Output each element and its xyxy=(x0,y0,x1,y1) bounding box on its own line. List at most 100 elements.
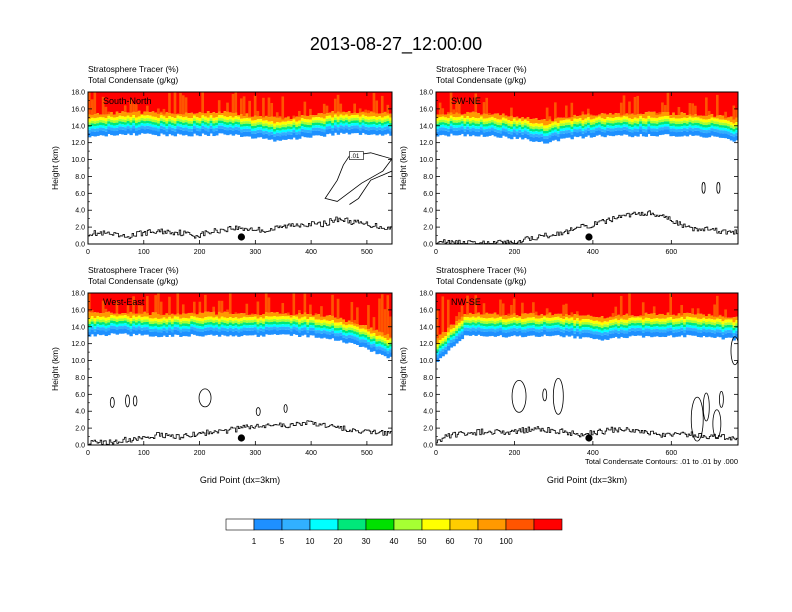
tracer-cell xyxy=(228,124,233,127)
tracer-cell xyxy=(234,126,238,130)
tracer-cell xyxy=(718,322,723,325)
tracer-cell xyxy=(501,332,506,338)
tracer-cell xyxy=(286,329,291,335)
tracer-cell xyxy=(289,328,294,332)
tracer-cell xyxy=(545,125,550,129)
x-tick-label: 0 xyxy=(434,450,438,457)
tracer-cell xyxy=(619,329,624,333)
tracer-cell xyxy=(694,122,698,126)
tracer-cell xyxy=(314,127,318,131)
tracer-cell xyxy=(644,331,648,336)
tracer-cell xyxy=(482,121,487,125)
tracer-cell xyxy=(275,112,279,118)
tracer-cell xyxy=(173,324,178,327)
tracer-cell xyxy=(217,118,222,121)
tracer-cell xyxy=(493,123,497,127)
tracer-cell xyxy=(345,92,349,113)
tracer-cell xyxy=(328,321,332,325)
tracer-cell xyxy=(331,325,335,329)
tracer-cell xyxy=(691,308,695,315)
tracer-cell xyxy=(281,129,285,133)
tracer-cell xyxy=(217,111,222,116)
tracer-cell xyxy=(137,121,142,125)
tracer-cell xyxy=(718,293,723,316)
tracer-cell xyxy=(88,129,92,133)
tracer-cell xyxy=(223,121,227,125)
tracer-cell xyxy=(449,329,454,333)
tracer-cell xyxy=(735,132,738,136)
tracer-cell xyxy=(474,128,478,132)
tracer-cell xyxy=(674,321,679,325)
tracer-cell xyxy=(165,121,169,124)
tracer-cell xyxy=(328,326,332,330)
tracer-cell xyxy=(455,125,459,128)
tracer-cell xyxy=(608,328,613,331)
y-tick-label: 4.0 xyxy=(75,409,85,416)
tracer-cell xyxy=(303,129,307,133)
tracer-cell xyxy=(576,132,580,138)
tracer-cell xyxy=(367,305,370,330)
tracer-cell xyxy=(154,116,158,120)
tracer-cell xyxy=(121,116,125,120)
tracer-cell xyxy=(217,125,222,129)
tracer-cell xyxy=(215,92,219,114)
tracer-cell xyxy=(184,97,188,113)
tracer-cell xyxy=(101,319,106,323)
tracer-cell xyxy=(275,130,280,133)
tracer-cell xyxy=(143,293,147,312)
tracer-cell xyxy=(705,332,709,338)
tracer-cell xyxy=(688,114,692,117)
tracer-cell xyxy=(471,314,476,317)
tracer-cell xyxy=(228,293,232,314)
tracer-cell xyxy=(350,128,354,134)
tracer-cell xyxy=(587,324,591,328)
tracer-cell xyxy=(716,118,720,122)
tracer-cell xyxy=(93,323,97,327)
tracer-cell xyxy=(625,113,629,117)
tracer-cell xyxy=(449,332,454,335)
tracer-cell xyxy=(289,320,294,324)
tracer-cell xyxy=(488,328,492,332)
tracer-cell xyxy=(721,115,725,120)
tracer-cell xyxy=(331,323,335,326)
x-tick-label: 600 xyxy=(665,249,677,256)
tracer-cell xyxy=(314,125,318,128)
tracer-cell xyxy=(115,127,119,131)
tracer-cell xyxy=(262,321,266,324)
tracer-cell xyxy=(639,129,643,135)
tracer-cell xyxy=(606,130,610,136)
tracer-cell xyxy=(436,346,440,350)
tracer-cell xyxy=(436,343,440,347)
tracer-cell xyxy=(187,326,191,329)
tracer-cell xyxy=(548,326,552,329)
tracer-cell xyxy=(148,321,153,324)
tracer-cell xyxy=(669,293,673,316)
tracer-cell xyxy=(298,110,301,117)
tracer-cell xyxy=(589,115,594,120)
tracer-cell xyxy=(463,320,467,323)
tracer-cell xyxy=(625,325,629,328)
tracer-cell xyxy=(311,127,316,131)
tracer-cell xyxy=(710,131,714,136)
tracer-cell xyxy=(140,320,144,323)
tracer-cell xyxy=(322,92,327,115)
tracer-cell xyxy=(515,134,519,139)
tracer-cell xyxy=(688,325,692,328)
tracer-cell xyxy=(162,124,166,127)
tracer-cell xyxy=(444,117,448,121)
tracer-cell xyxy=(534,326,539,330)
tracer-cell xyxy=(380,332,385,337)
tracer-cell xyxy=(735,316,738,321)
tracer-cell xyxy=(611,123,616,127)
tracer-cell xyxy=(570,325,574,329)
tracer-cell xyxy=(702,331,706,336)
tracer-cell xyxy=(581,120,585,124)
tracer-cell xyxy=(331,130,335,136)
tracer-cell xyxy=(361,331,365,335)
tracer-cell xyxy=(292,315,296,319)
tracer-cell xyxy=(655,121,659,124)
tracer-cell xyxy=(275,127,280,131)
tracer-cell xyxy=(234,322,238,326)
tracer-cell xyxy=(112,92,117,115)
tracer-cell xyxy=(284,329,288,335)
